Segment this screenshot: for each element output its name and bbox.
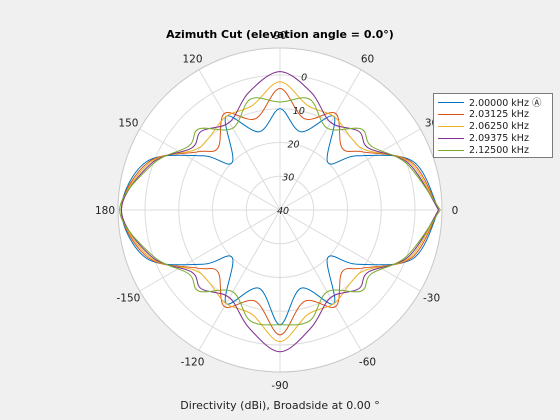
outer-circle	[117, 47, 443, 373]
legend-label: 2.00000 kHz Ⓐ	[469, 98, 542, 110]
radial-tick-label: 10	[293, 106, 305, 117]
legend-swatch	[438, 125, 464, 127]
polar-grid	[117, 47, 443, 373]
radial-tick-label: 0	[301, 73, 307, 84]
grid-spoke	[139, 209, 281, 292]
angle-tick-labels: 90 60 30 0 -30 -60 -90 -120 -150 180 150 120	[95, 30, 458, 392]
angle-tick-label: -120	[181, 357, 205, 369]
legend-label: 2.03125 kHz	[469, 108, 529, 120]
grid-spoke	[198, 69, 281, 211]
radial-tick-labels: 0 10 20 30 40	[277, 73, 307, 217]
grid-spoke	[198, 209, 281, 351]
legend-entry: 2.09375 kHz	[434, 133, 552, 145]
grid-spoke	[279, 69, 362, 211]
legend-swatch	[438, 113, 464, 115]
angle-tick-label: 60	[361, 53, 374, 65]
angle-tick-label: -60	[359, 357, 376, 369]
legend-swatch	[438, 138, 464, 140]
grid-spoke	[279, 209, 362, 351]
grid-spoke	[139, 128, 281, 211]
series-5	[119, 97, 441, 326]
legend-entry: 2.06250 kHz	[434, 120, 552, 132]
grid-spoke	[279, 209, 421, 292]
series-layer	[119, 71, 441, 353]
angle-tick-label: -30	[423, 293, 440, 305]
legend-entry: 2.00000 kHz Ⓐ	[434, 96, 552, 110]
radial-tick-label: 30	[282, 173, 294, 184]
angle-tick-label: 180	[95, 205, 115, 217]
x-axis-label: Directivity (dBi), Broadside at 0.00 °	[180, 399, 379, 412]
chart-title: Azimuth Cut (elevation angle = 0.0°)	[166, 28, 394, 41]
legend-label: 2.12500 kHz	[469, 145, 529, 157]
angle-tick-label: 120	[182, 53, 202, 65]
radial-tick-label: 40	[277, 206, 289, 217]
angle-tick-label: 0	[452, 205, 459, 217]
grid-spoke	[279, 128, 421, 211]
angle-tick-label: 90	[273, 30, 286, 42]
legend-label: 2.09375 kHz	[469, 133, 529, 145]
series-4	[120, 71, 440, 353]
legend: 2.00000 kHz Ⓐ 2.03125 kHz 2.06250 kHz 2.093…	[433, 93, 553, 158]
angle-tick-label: 150	[118, 118, 138, 130]
legend-entry: 2.12500 kHz	[434, 145, 552, 157]
angle-tick-label: -90	[271, 380, 288, 392]
legend-entry: 2.03125 kHz	[434, 108, 552, 120]
legend-label: 2.06250 kHz	[469, 120, 529, 132]
radial-tick-label: 20	[288, 139, 300, 150]
angle-tick-label: -150	[117, 293, 141, 305]
legend-swatch	[438, 150, 464, 152]
legend-swatch	[438, 101, 464, 103]
